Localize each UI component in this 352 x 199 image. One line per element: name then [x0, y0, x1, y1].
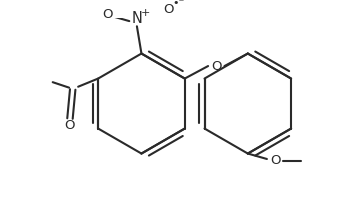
Text: O: O	[211, 60, 221, 73]
Text: +: +	[140, 8, 150, 18]
Text: N: N	[131, 12, 142, 26]
Text: •⁻: •⁻	[172, 0, 185, 8]
Text: O: O	[270, 154, 280, 167]
Text: O: O	[163, 3, 174, 16]
Text: O: O	[65, 119, 75, 132]
Text: O: O	[102, 8, 113, 21]
